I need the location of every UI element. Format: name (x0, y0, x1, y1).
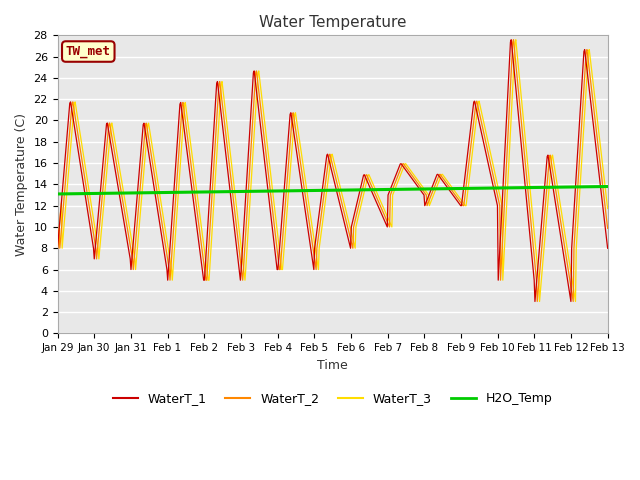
Y-axis label: Water Temperature (C): Water Temperature (C) (15, 113, 28, 256)
Title: Water Temperature: Water Temperature (259, 15, 406, 30)
Legend: WaterT_1, WaterT_2, WaterT_3, H2O_Temp: WaterT_1, WaterT_2, WaterT_3, H2O_Temp (108, 387, 557, 410)
X-axis label: Time: Time (317, 359, 348, 372)
Text: TW_met: TW_met (66, 45, 111, 58)
